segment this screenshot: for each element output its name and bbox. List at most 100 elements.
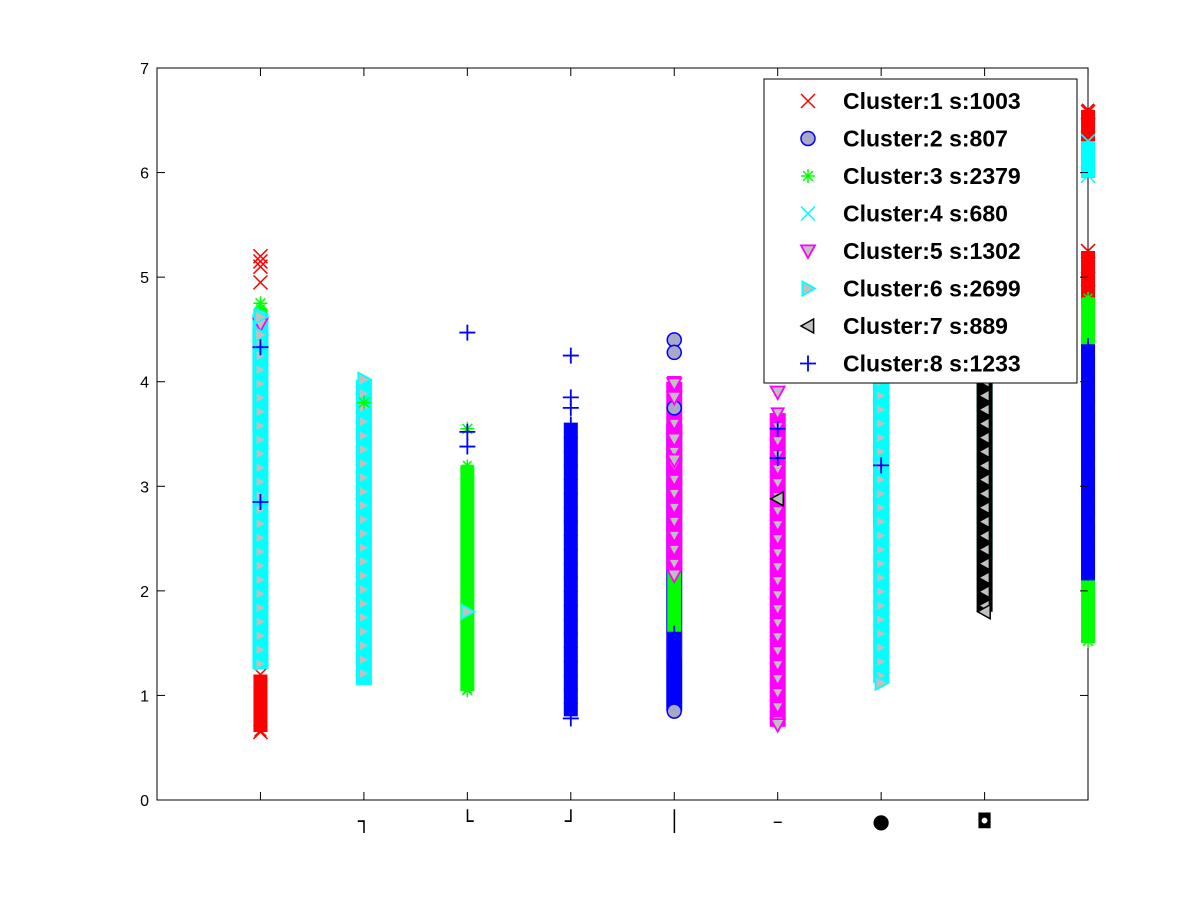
cluster-point [563,598,578,613]
cluster-point [770,673,786,687]
legend-label: Cluster:7 s:889 [843,313,1008,339]
legend-marker [799,244,817,260]
cluster-point [461,529,474,542]
cluster-point [358,470,372,486]
cluster-point [875,402,890,418]
legend-label: Cluster:1 s:1003 [843,88,1021,114]
cluster-point [1081,258,1095,272]
series-8 [563,338,1096,717]
cluster-point [770,687,786,701]
cluster-point [1081,548,1096,563]
cluster-point [563,430,578,445]
legend-label: Cluster:4 s:680 [843,201,1008,227]
legend: Cluster:1 s:1003 Cluster:2 s:807 Cluster:3… [763,78,1078,384]
cluster-point [563,640,578,655]
cluster-point [254,656,269,672]
cluster-point [668,618,681,631]
cluster-point [770,561,786,575]
cluster-point [770,645,786,659]
cluster-point [461,627,474,640]
cluster-point [461,613,474,626]
cluster-point [1081,117,1095,131]
cluster-point [1082,614,1095,627]
cluster-8-point [562,399,579,416]
cluster-point [875,654,890,670]
cluster-point [977,444,991,459]
cluster-point [563,654,578,669]
y-tick-label: 2 [140,584,149,601]
cluster-point [1081,338,1096,353]
cluster-1-point [1080,243,1096,259]
cluster-point [875,528,890,544]
cluster-1-point [1080,271,1096,287]
cluster-point [875,584,890,600]
cluster-8-point [769,450,786,467]
cluster-point [358,652,372,668]
legend-marker [800,130,816,147]
cluster-8-point [873,457,890,474]
cluster-point [875,430,890,446]
cluster-point [1081,394,1096,409]
legend-label: Cluster:8 s:1233 [843,351,1021,377]
cluster-point [254,376,269,392]
cluster-point [1081,162,1095,176]
cluster-point [254,418,269,434]
cluster-point [358,596,372,612]
cluster-point [770,659,786,673]
legend-box [763,78,1078,384]
cluster-point [977,472,991,487]
cluster-8-point [459,438,476,455]
cluster-point [358,414,372,430]
cluster-point [770,407,786,421]
cluster-1-point [252,724,268,740]
cluster-point [1081,352,1096,367]
cluster-point [1081,562,1096,577]
cluster-point [770,547,786,561]
cluster-point [666,502,682,516]
cluster-point [254,516,269,532]
cluster-8-point [459,324,476,341]
cluster-point [254,558,269,574]
legend-marker [799,317,815,335]
cluster-point [563,696,578,711]
cluster-point [254,600,269,616]
cluster-point [563,612,578,627]
cluster-point [461,543,474,556]
cluster-point [977,528,991,543]
cluster-3-point [460,683,475,698]
legend-label: Cluster:6 s:2699 [843,276,1021,302]
cluster-point [254,390,269,406]
cluster-point [461,655,474,668]
cluster-point [1082,292,1095,305]
legend-entry: Cluster:8 s:1233 [800,351,1021,377]
y-tick-label: 4 [140,375,149,392]
cluster-point [358,666,372,682]
cluster-point [875,556,890,572]
cluster-point [253,723,267,738]
cluster-point [254,404,269,420]
x-tick-label: ┐ [357,809,370,833]
cluster-4-point [1080,168,1096,184]
cluster-point [977,430,991,445]
cluster-3-point [356,395,371,410]
cluster-point [254,530,269,546]
cluster-point [563,668,578,683]
cluster-point [977,402,991,417]
cluster-point [563,556,578,571]
y-tick-label: 6 [140,166,149,183]
cluster-8-point [252,339,269,356]
cluster-3-point [1081,634,1096,649]
cluster-point [1082,600,1095,613]
cluster-point [875,416,890,432]
cluster-point [254,572,269,588]
cluster-point [461,641,474,654]
cluster-point [770,617,786,631]
cluster-point [875,472,890,488]
cluster-point [358,484,372,500]
cluster-point [358,554,372,570]
legend-label: Cluster:3 s:2379 [843,163,1021,189]
legend-entry: Cluster:3 s:2379 [801,163,1021,189]
cluster-point [667,639,682,654]
cluster-point [875,388,890,404]
cluster-point [667,653,682,668]
